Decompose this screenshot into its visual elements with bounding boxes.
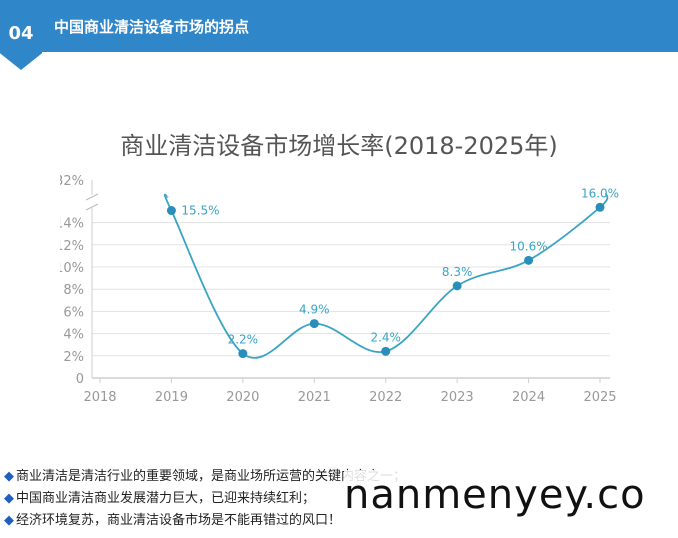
- x-tick-label: 2020: [226, 390, 259, 405]
- data-point: [381, 346, 391, 356]
- x-tick-label: 2022: [369, 390, 402, 405]
- header-bar: [0, 0, 678, 52]
- data-label: 4.9%: [299, 303, 330, 317]
- grid-lines: [85, 180, 610, 383]
- data-point: [309, 319, 319, 329]
- y-tick-label: 6%: [63, 305, 84, 320]
- y-tick-label: 12%: [60, 239, 84, 254]
- x-tick-label: 2025: [583, 390, 616, 405]
- series-layer: 15.5% 2.2% 4.9% 2.4% 8.3% 10.6% 16.0%: [163, 186, 619, 359]
- y-tick-label: 32%: [60, 174, 84, 189]
- axis-break-mark: [85, 193, 99, 201]
- diamond-icon: ◆: [4, 469, 14, 484]
- x-tick-label: 2024: [512, 390, 545, 405]
- section-number: 04: [8, 23, 34, 44]
- axis-break-mark: [85, 203, 99, 211]
- data-point: [166, 206, 176, 216]
- bullet-text: 商业清洁是清洁行业的重要领域，是商业场所运营的关键内容之一；: [16, 469, 407, 484]
- y-tick-label: 8%: [63, 283, 84, 298]
- bullet-item: ◆ 经济环境复苏，商业清洁设备市场是不能再错过的风口！: [4, 510, 676, 532]
- bullet-item: ◆ 商业清洁是清洁行业的重要领域，是商业场所运营的关键内容之一；: [4, 466, 676, 488]
- data-label: 10.6%: [510, 239, 548, 253]
- data-point: [452, 281, 462, 291]
- chart-title: 商业清洁设备市场增长率(2018-2025年): [120, 132, 558, 160]
- data-point: [524, 255, 534, 265]
- page-title: 中国商业清洁设备市场的拐点: [54, 18, 250, 36]
- y-tick-label: 10%: [60, 261, 84, 276]
- data-point: [595, 202, 605, 212]
- line-chart: 02%4%6%8%10%12%14%32% 201820192020202120…: [60, 174, 619, 405]
- y-tick-label: 4%: [63, 328, 84, 343]
- x-tick-label: 2021: [298, 390, 331, 405]
- data-label: 15.5%: [181, 204, 219, 218]
- bullet-list: ◆ 商业清洁是清洁行业的重要领域，是商业场所运营的关键内容之一； ◆ 中国商业清洁商…: [4, 466, 676, 532]
- y-tick-label: 2%: [63, 350, 84, 365]
- data-label: 16.0%: [581, 186, 619, 200]
- data-point: [238, 349, 248, 359]
- y-tick-label: 14%: [60, 217, 84, 232]
- x-tick-labels: 2018 2019 2020 2021 2022 2023 2024 2025: [83, 390, 616, 405]
- y-tick-labels: 0 2% 4% 6% 8% 10% 12% 14% 32%: [60, 174, 84, 387]
- x-tick-label: 2019: [155, 390, 188, 405]
- data-label: 8.3%: [442, 265, 473, 279]
- y-tick-label: 0: [76, 372, 84, 387]
- diamond-icon: ◆: [4, 513, 14, 528]
- watermark-text: nanmenyey.co: [344, 470, 646, 520]
- x-tick-label: 2018: [83, 390, 116, 405]
- data-label: 2.4%: [370, 330, 401, 344]
- x-tick-label: 2023: [441, 390, 474, 405]
- bullet-item: ◆ 中国商业清洁商业发展潜力巨大，已迎来持续红利；: [4, 488, 676, 510]
- section-badge: 04: [0, 0, 42, 70]
- bullet-text: 中国商业清洁商业发展潜力巨大，已迎来持续红利；: [16, 491, 316, 506]
- bullet-text: 经济环境复苏，商业清洁设备市场是不能再错过的风口！: [16, 513, 342, 528]
- series-line: [163, 192, 609, 359]
- diamond-icon: ◆: [4, 491, 14, 506]
- data-label: 2.2%: [228, 333, 259, 347]
